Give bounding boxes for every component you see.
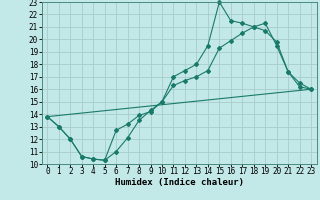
X-axis label: Humidex (Indice chaleur): Humidex (Indice chaleur) [115,178,244,187]
